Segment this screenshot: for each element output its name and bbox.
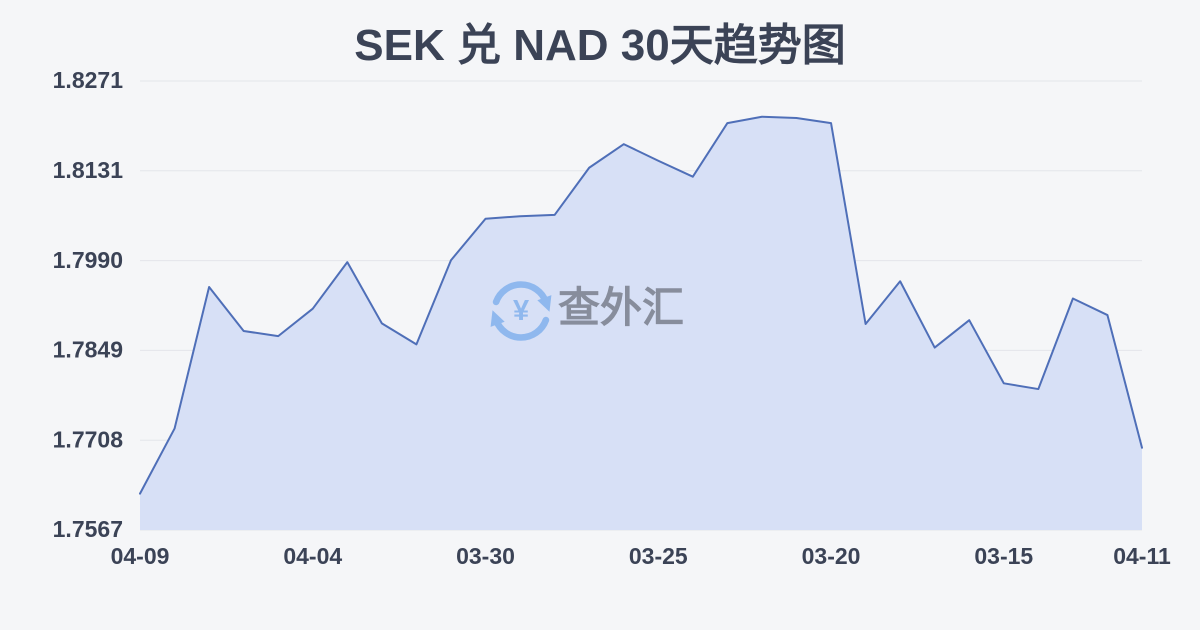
svg-text:1.8131: 1.8131 bbox=[53, 157, 124, 183]
svg-text:1.7708: 1.7708 bbox=[53, 426, 124, 452]
svg-text:¥: ¥ bbox=[513, 295, 529, 327]
svg-text:查外汇: 查外汇 bbox=[558, 284, 684, 331]
svg-text:1.8271: 1.8271 bbox=[53, 67, 124, 93]
svg-text:04-09: 04-09 bbox=[111, 543, 170, 569]
svg-text:04-11: 04-11 bbox=[1113, 543, 1171, 569]
svg-text:03-15: 03-15 bbox=[974, 543, 1033, 569]
svg-text:1.7990: 1.7990 bbox=[53, 247, 123, 273]
svg-text:03-25: 03-25 bbox=[629, 543, 688, 569]
svg-text:04-04: 04-04 bbox=[283, 543, 342, 569]
svg-text:03-20: 03-20 bbox=[802, 543, 861, 569]
svg-text:1.7849: 1.7849 bbox=[53, 337, 123, 363]
svg-text:1.7567: 1.7567 bbox=[53, 516, 123, 542]
svg-text:03-30: 03-30 bbox=[456, 543, 515, 569]
